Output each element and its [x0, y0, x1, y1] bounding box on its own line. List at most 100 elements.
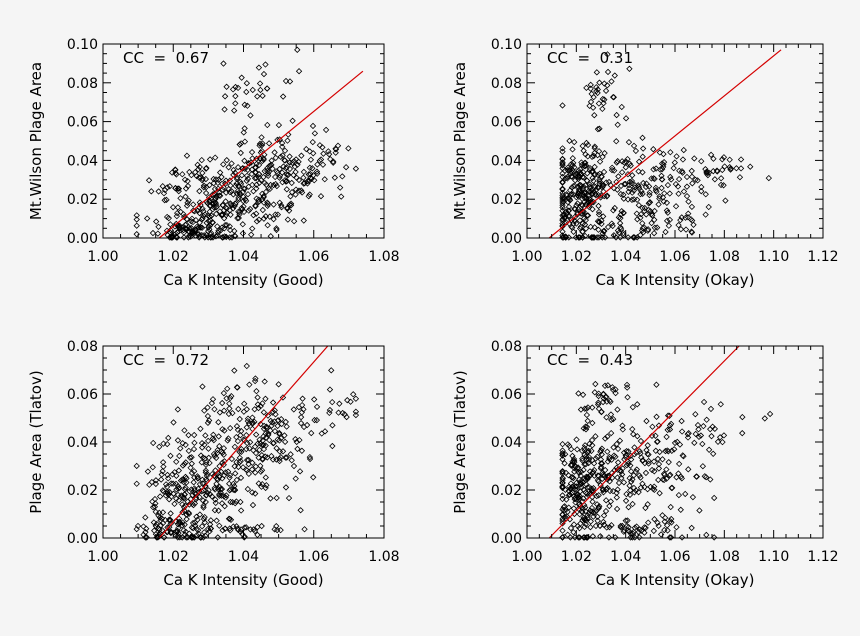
data-point [227, 182, 234, 189]
data-point [737, 156, 745, 163]
data-point [561, 513, 569, 520]
data-point [163, 483, 171, 491]
x-tick-label: 1.08 [368, 549, 399, 565]
data-point [726, 156, 733, 163]
data-point [653, 413, 660, 420]
data-point [265, 163, 273, 170]
data-point [277, 526, 284, 534]
data-point [186, 501, 193, 508]
data-point [234, 187, 242, 195]
data-point [249, 181, 256, 189]
data-point [133, 216, 140, 223]
data-point [168, 169, 176, 176]
data-point [196, 187, 203, 195]
data-point [659, 194, 667, 201]
x-tick-label: 1.06 [298, 249, 329, 265]
scatter-panel-3: 1.00 1.02 1.04 1.06 1.08 0.00 0.02 0.04 0.06 0.08… [27, 339, 400, 589]
data-point [560, 212, 568, 219]
data-point [596, 158, 604, 165]
data-point [654, 519, 661, 526]
data-point [352, 408, 360, 415]
data-point [257, 468, 264, 475]
data-point [240, 408, 248, 415]
data-point [694, 177, 701, 184]
data-point [559, 479, 566, 486]
data-point [677, 506, 684, 513]
data-point [248, 170, 255, 178]
data-point [175, 188, 182, 195]
data-point [673, 524, 680, 531]
data-point [181, 521, 188, 528]
data-point [181, 224, 189, 232]
data-point [237, 149, 244, 157]
data-point [268, 161, 275, 169]
data-point [635, 528, 642, 536]
data-point [661, 526, 668, 534]
data-point [212, 200, 220, 208]
data-point [226, 188, 234, 196]
data-point [678, 214, 685, 221]
data-point [564, 173, 571, 181]
data-point [199, 215, 206, 222]
data-point [599, 486, 607, 493]
data-point [227, 486, 234, 493]
data-point [282, 454, 289, 461]
data-point [271, 427, 279, 435]
data-point [277, 153, 284, 160]
data-point [244, 102, 251, 109]
data-point [253, 160, 260, 168]
data-point [221, 525, 229, 532]
data-point [620, 209, 627, 217]
data-point [618, 103, 625, 111]
data-point [605, 534, 613, 541]
data-point [203, 491, 210, 499]
data-point [633, 466, 640, 473]
data-point [648, 466, 656, 474]
data-point [292, 191, 299, 198]
y-tick-label: 0.04 [491, 153, 522, 169]
data-point [559, 506, 566, 513]
data-point [636, 472, 643, 479]
data-point [691, 439, 698, 447]
data-point [559, 228, 566, 235]
data-point [559, 145, 566, 152]
data-point [663, 433, 670, 441]
data-point [607, 398, 614, 405]
data-point [721, 163, 728, 170]
data-point [562, 486, 569, 494]
data-point [573, 479, 580, 487]
data-point [194, 526, 202, 534]
data-point [675, 221, 682, 229]
data-point [739, 430, 746, 437]
data-point [294, 46, 301, 53]
data-point [160, 534, 168, 541]
data-point [622, 497, 630, 504]
data-point [584, 212, 592, 219]
data-point [223, 205, 230, 212]
data-point [190, 445, 198, 453]
data-point [240, 197, 247, 205]
data-point [173, 458, 180, 465]
data-point [326, 386, 334, 393]
data-point [737, 165, 745, 172]
data-point [250, 188, 257, 195]
data-point [697, 432, 705, 439]
data-point [270, 439, 277, 447]
data-point [559, 511, 566, 519]
data-point [588, 234, 596, 241]
data-point [183, 516, 190, 523]
data-point [586, 102, 593, 110]
data-point [628, 478, 635, 485]
data-point [637, 437, 645, 445]
data-point [271, 173, 279, 181]
data-point [223, 156, 230, 164]
data-point [631, 444, 638, 451]
data-point [592, 191, 599, 198]
data-point [590, 513, 597, 520]
data-point [220, 60, 227, 67]
data-point [232, 233, 239, 240]
data-point [260, 433, 267, 440]
data-point [608, 416, 615, 424]
data-point [237, 432, 244, 439]
data-point [196, 511, 204, 518]
